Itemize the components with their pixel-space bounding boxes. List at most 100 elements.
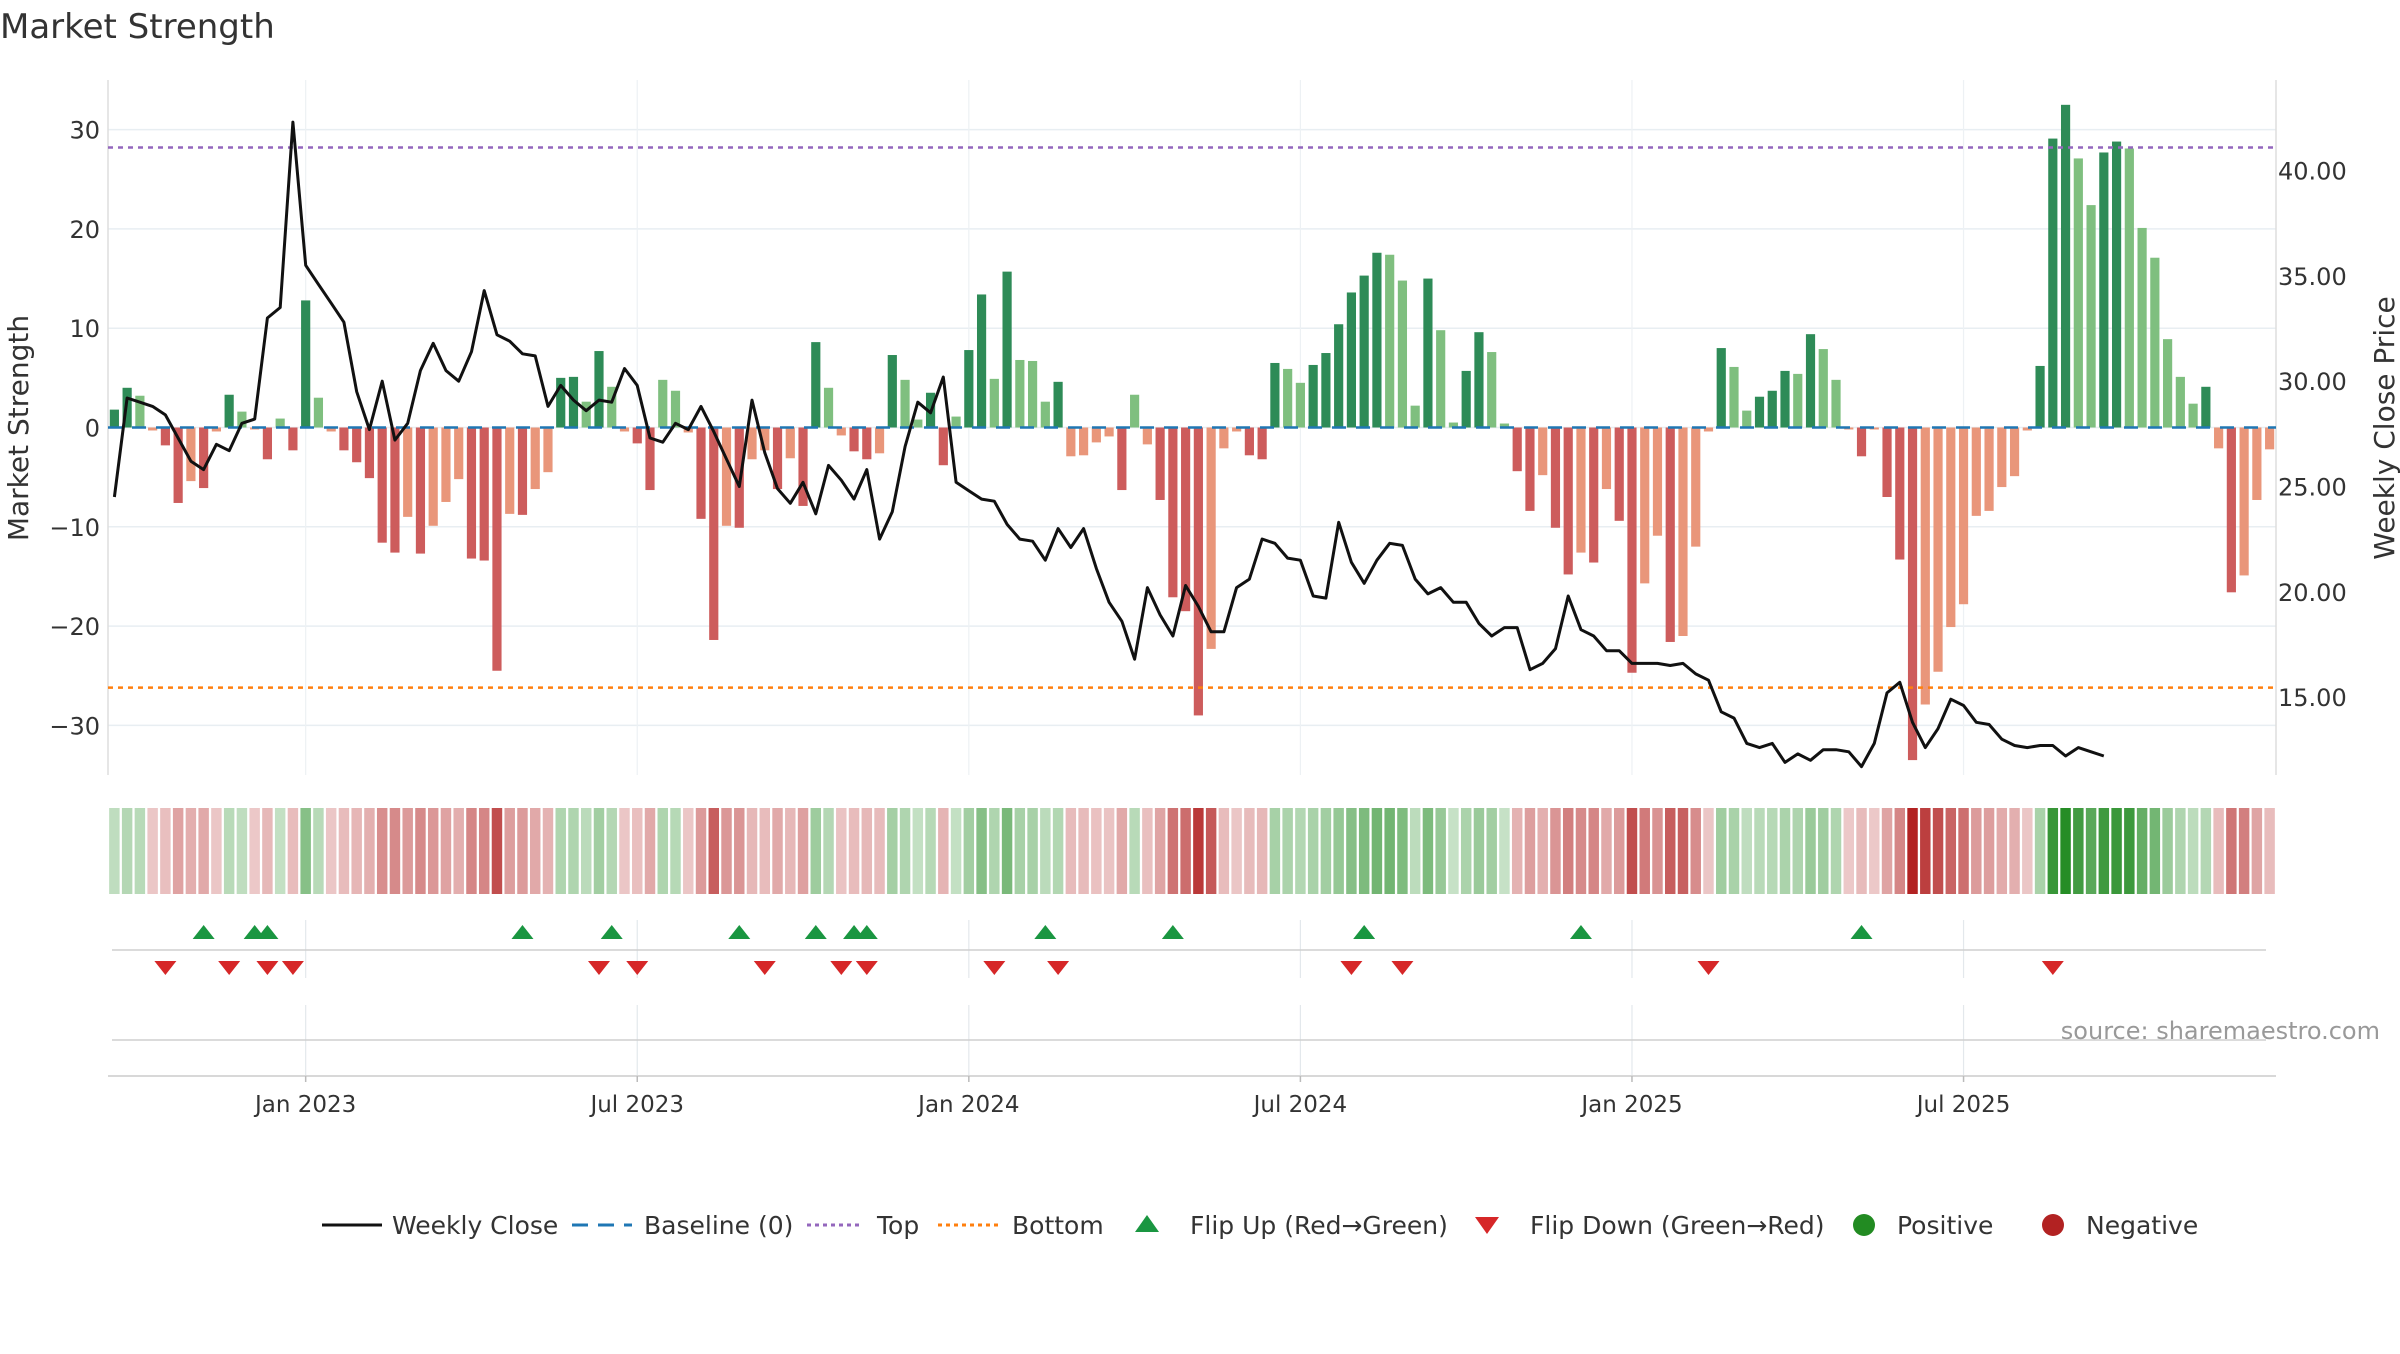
heat-strip-cell — [1971, 808, 1982, 894]
strength-bar — [1716, 348, 1726, 428]
strength-bar — [109, 409, 119, 428]
strength-bar — [1767, 390, 1777, 428]
heat-strip-cell — [274, 808, 286, 894]
heat-strip-cell — [772, 808, 783, 894]
heat-strip-cell — [1091, 808, 1102, 894]
strength-bar — [1691, 427, 1701, 547]
strength-bar — [313, 397, 324, 428]
flip-up-marker — [1034, 925, 1057, 939]
flip-up-marker — [511, 925, 534, 939]
heat-strip-cell — [912, 808, 924, 894]
strength-bar — [1193, 427, 1203, 716]
heat-strip-cell — [734, 808, 745, 894]
strength-bar — [1066, 427, 1076, 457]
strength-bar — [670, 390, 681, 428]
heat-strip-cell — [810, 808, 822, 894]
heat-strip-cell — [644, 808, 656, 894]
strength-bar — [1538, 427, 1548, 476]
strength-bar — [1002, 271, 1012, 428]
strength-bar — [1576, 427, 1586, 553]
heat-strip-cell — [504, 808, 515, 894]
strength-bar — [1015, 359, 1025, 428]
heat-strip-cell — [976, 808, 987, 894]
heat-strip-cell — [925, 808, 936, 894]
strength-bar — [390, 427, 400, 553]
strength-bar — [1895, 427, 1905, 560]
strength-bar — [1244, 427, 1254, 456]
legend-label: Baseline (0) — [644, 1211, 793, 1240]
strength-bar — [1550, 427, 1561, 528]
strength-bar — [186, 427, 196, 482]
strength-bar — [2060, 104, 2071, 428]
heat-strip-cell — [185, 808, 197, 894]
heat-strip-cell — [683, 808, 694, 894]
flip-down-marker — [1697, 961, 1720, 975]
heat-strip-cell — [1716, 808, 1727, 894]
strength-bar — [2201, 386, 2211, 428]
flip-down-marker — [626, 961, 649, 975]
strength-bar — [1130, 394, 1140, 428]
strength-bar — [658, 379, 668, 428]
heat-strip-cell — [1983, 808, 1995, 894]
flip-down-marker — [218, 961, 241, 975]
strength-bar — [1283, 368, 1293, 428]
heat-strip-cell — [1040, 808, 1051, 894]
strength-bar — [1257, 427, 1267, 460]
heat-strip-cell — [1881, 808, 1893, 894]
heat-strip-cell — [134, 808, 146, 894]
y2-tick-label: 30.00 — [2278, 368, 2347, 396]
heat-strip-cell — [427, 808, 439, 894]
legend-item: Positive — [1853, 1211, 1993, 1240]
heat-strip-cell — [581, 808, 592, 894]
strength-bar — [1933, 427, 1943, 672]
strength-bar — [568, 376, 579, 428]
heat-strip-cell — [415, 808, 426, 894]
heat-strip-cell — [1371, 808, 1383, 894]
flip-up-marker — [1161, 925, 1184, 939]
flip-up-marker — [256, 925, 279, 939]
strength-bar — [1729, 366, 1739, 428]
strength-bar — [1385, 254, 1395, 428]
strength-bar — [530, 427, 540, 490]
heat-strip-cell — [2251, 808, 2263, 894]
weekly-close-line — [112, 120, 2105, 769]
heat-strip-cell — [1907, 808, 1918, 894]
legend-label: Top — [876, 1211, 919, 1240]
strength-bar — [2086, 205, 2096, 428]
strength-bar — [1232, 427, 1242, 432]
legend-item: Bottom — [938, 1211, 1104, 1240]
heat-strip-cell — [1448, 808, 1459, 894]
legend-label: Negative — [2086, 1211, 2198, 1240]
strength-bar — [1640, 427, 1650, 584]
heat-strip-cell — [1958, 808, 1969, 894]
strength-bar — [301, 300, 311, 428]
legend-item: Flip Down (Green→Red) — [1475, 1211, 1825, 1240]
heat-strip-cell — [1205, 808, 1217, 894]
strength-bar — [224, 394, 234, 428]
strength-bar — [1155, 427, 1165, 500]
heat-strip-cell — [2009, 808, 2020, 894]
strength-bar — [798, 427, 808, 506]
heat-strip-cell — [2085, 808, 2097, 894]
flip-down-marker — [753, 961, 776, 975]
strength-bar — [173, 427, 183, 503]
heat-strip-cell — [938, 808, 949, 894]
strength-bar — [594, 351, 604, 428]
strength-bar — [1512, 427, 1522, 472]
heat-strip-cell — [517, 808, 528, 894]
y-axis-label: Market Strength — [2, 315, 35, 541]
heat-strip-cell — [1116, 808, 1128, 894]
strength-bar — [1206, 427, 1216, 649]
legend-label: Weekly Close — [392, 1211, 558, 1240]
x-tick-label: Jul 2023 — [588, 1092, 684, 1118]
strength-bar — [339, 427, 349, 451]
heat-strip-cell — [632, 808, 643, 894]
strength-bar — [1487, 352, 1497, 428]
heat-strip-cell — [1078, 808, 1089, 894]
strength-bar — [709, 427, 719, 640]
y-tick-label: 10 — [69, 315, 100, 343]
strength-bar — [1346, 292, 1357, 428]
y2-tick-label: 15.00 — [2278, 684, 2347, 712]
legend-flip-up-icon — [1135, 1215, 1159, 1232]
strength-bar — [1270, 362, 1280, 428]
